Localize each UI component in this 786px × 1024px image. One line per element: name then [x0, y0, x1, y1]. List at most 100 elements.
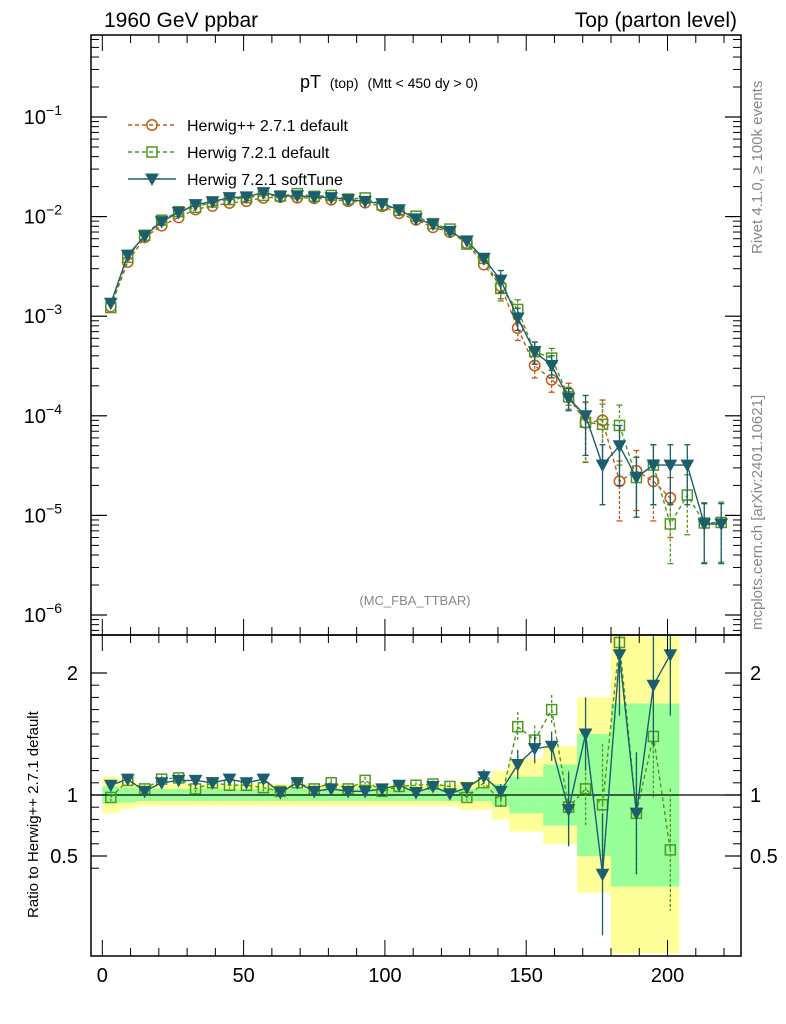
marker-triangle	[205, 196, 220, 209]
x-tick-label: 0	[97, 965, 108, 987]
marker-triangle	[663, 459, 678, 473]
marker-triangle	[510, 759, 525, 772]
y-tick-label: 10−6	[24, 600, 62, 627]
marker-triangle	[307, 785, 322, 799]
marker-triangle	[426, 218, 440, 232]
marker-triangle	[493, 785, 508, 799]
marker-triangle	[697, 518, 712, 532]
header-left: 1960 GeV ppbar	[104, 9, 258, 32]
marker-triangle	[629, 472, 644, 485]
marker-triangle	[154, 216, 169, 229]
marker-triangle	[646, 679, 661, 693]
ratio-y-tick-label-left: 2	[67, 663, 78, 685]
y-tick-exp: −4	[46, 401, 62, 417]
y-tick-label: 10−4	[24, 401, 62, 428]
y-tick-base: 10	[24, 505, 46, 527]
marker-triangle	[120, 773, 135, 787]
mcplots-label: mcplots.cern.ch [arXiv:2401.10621]	[749, 395, 766, 630]
series-line	[110, 196, 671, 499]
header-right: Top (parton level)	[575, 9, 737, 32]
legend-entry: Herwig 7.2.1 softTune	[128, 172, 343, 189]
ratio-axes: 0.5 0.5 1 1 2 2 0 50 100 150 200	[50, 635, 778, 987]
series-softtune	[103, 187, 729, 565]
marker-circle	[146, 119, 158, 131]
y-tick-exp: −6	[46, 600, 62, 616]
marker-triangle	[460, 782, 474, 795]
marker-triangle	[273, 787, 288, 800]
marker-square	[579, 783, 592, 795]
marker-triangle	[324, 783, 339, 796]
x-tick-label: 150	[510, 965, 543, 987]
marker-triangle	[324, 192, 339, 205]
marker-triangle	[273, 190, 288, 204]
marker-triangle	[392, 204, 406, 217]
y-tick-label: 10−3	[24, 301, 62, 328]
marker-square	[105, 791, 117, 804]
plot-title-sub2: (Mtt < 450 dy > 0)	[368, 75, 479, 91]
ratio-ylabel: Ratio to Herwig++ 2.7.1 default	[25, 710, 42, 918]
legend-label: Herwig++ 2.7.1 default	[187, 118, 349, 135]
series-herwigpp	[104, 191, 677, 539]
marker-triangle	[460, 235, 474, 248]
marker-triangle	[578, 728, 593, 742]
y-tick-exp: −2	[46, 202, 62, 218]
y-tick-base: 10	[24, 306, 46, 328]
marker-triangle	[222, 192, 237, 205]
plot-title: pT (top) (Mtt < 450 dy > 0)	[300, 72, 478, 92]
marker-triangle	[561, 804, 576, 817]
marker-triangle	[188, 774, 203, 788]
ratio-line	[110, 654, 671, 875]
marker-triangle	[145, 173, 159, 187]
marker-triangle	[205, 777, 220, 790]
marker-triangle	[256, 773, 271, 787]
marker-triangle	[341, 194, 356, 207]
marker-triangle	[154, 777, 169, 790]
marker-triangle	[341, 785, 356, 799]
marker-triangle	[527, 346, 542, 359]
marker-triangle	[188, 199, 203, 212]
y-tick-exp: −1	[46, 102, 62, 118]
marker-triangle	[137, 785, 152, 799]
rivet-label: Rivet 4.1.0, ≥ 100k events	[749, 81, 766, 254]
main-panel: 10−110−210−310−410−510−6 pT (top) (Mtt <…	[24, 34, 742, 636]
ratio-y-tick-label-right: 1	[750, 785, 761, 807]
marker-square	[359, 774, 371, 787]
marker-triangle	[612, 649, 627, 662]
ratio-series-layer	[103, 635, 678, 936]
main-axes: 10−110−210−310−410−510−6	[24, 35, 741, 635]
marker-triangle	[392, 779, 406, 793]
marker-triangle	[595, 459, 610, 473]
marker-triangle	[443, 788, 457, 801]
marker-triangle	[222, 773, 237, 787]
y-tick-label: 10−1	[24, 102, 62, 129]
marker-triangle	[714, 518, 729, 532]
marker-triangle	[476, 252, 491, 266]
series-herwig721	[105, 187, 727, 565]
analysis-tag: (MC_FBA_TTBAR)	[359, 593, 470, 608]
marker-triangle	[646, 459, 661, 473]
marker-triangle	[426, 780, 440, 794]
marker-triangle	[290, 190, 305, 203]
plot-title-sub1: (top)	[330, 75, 359, 91]
ratio-y-tick-label-right: 2	[750, 663, 761, 685]
x-tick-label: 50	[232, 965, 254, 987]
y-tick-label: 10−5	[24, 500, 62, 527]
legend-entry: Herwig 7.2.1 default	[128, 145, 330, 162]
x-tick-label: 200	[651, 965, 684, 987]
y-tick-exp: −3	[46, 301, 62, 317]
marker-triangle	[663, 649, 678, 662]
ratio-y-tick-label-right: 0.5	[750, 846, 778, 868]
marker-triangle	[561, 392, 576, 406]
marker-triangle	[409, 213, 423, 226]
marker-triangle	[493, 274, 508, 288]
marker-triangle	[171, 774, 186, 788]
marker-triangle	[595, 868, 610, 882]
y-tick-base: 10	[24, 605, 46, 627]
x-tick-label: 100	[368, 965, 401, 987]
marker-triangle	[239, 777, 254, 790]
marker-triangle	[120, 249, 135, 263]
legend: Herwig++ 2.7.1 default Herwig 7.2.1 defau…	[128, 118, 349, 189]
marker-square	[545, 703, 558, 716]
marker-square	[664, 844, 677, 856]
